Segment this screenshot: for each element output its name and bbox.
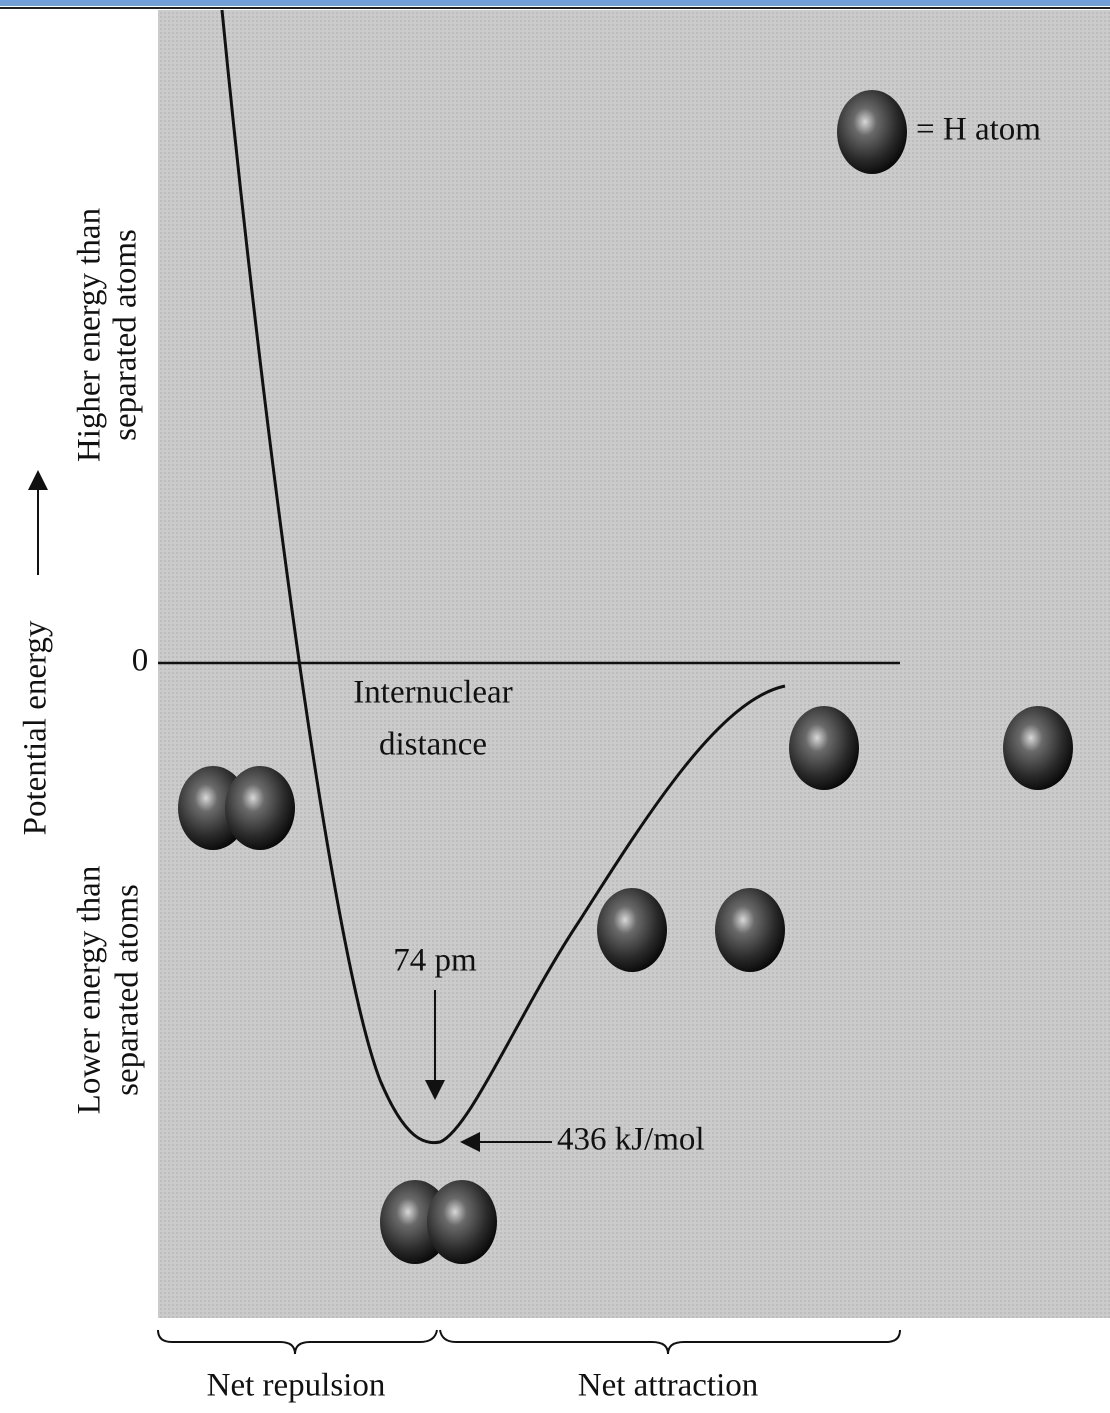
brace (157, 1329, 438, 1355)
atom (1003, 706, 1073, 790)
zero-label: 0 (132, 643, 149, 679)
atom (225, 766, 295, 850)
atom (789, 706, 859, 790)
lower-label: Lower energy than (72, 866, 108, 1115)
atom (597, 888, 667, 972)
region-label: Net attraction (578, 1368, 759, 1404)
upper-label: Higher energy than (72, 208, 108, 462)
legend-atom (837, 90, 907, 174)
lower-label: separated atoms (110, 884, 146, 1096)
upper-label: separated atoms (108, 229, 144, 441)
x-axis-label: Internuclear (353, 675, 512, 711)
bond-length: 74 pm (393, 943, 477, 979)
x-axis-label: distance (379, 727, 487, 763)
bond-energy: 436 kJ/mol (557, 1122, 705, 1158)
atom (427, 1180, 497, 1264)
region-label: Net repulsion (207, 1368, 386, 1404)
potential-curve (220, 9, 786, 1145)
atom (715, 888, 785, 972)
y-axis-labels: Higher energy than separated atoms Poten… (18, 208, 146, 1114)
brace (439, 1329, 901, 1355)
window-edge (0, 0, 1110, 6)
atoms (178, 90, 1073, 1264)
legend-label: = H atom (916, 112, 1041, 148)
axis-label: Potential energy (18, 620, 54, 835)
